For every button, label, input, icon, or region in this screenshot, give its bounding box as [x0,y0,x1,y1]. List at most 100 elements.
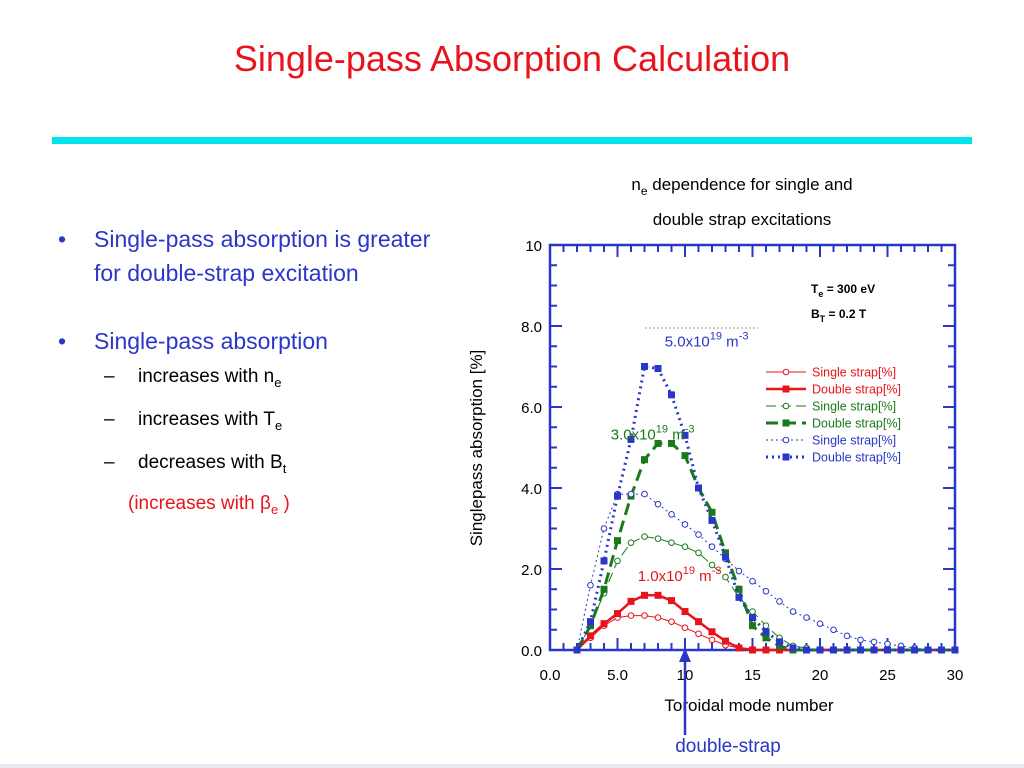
sub-bullet-subscript: e [274,374,282,390]
y-tick-label: 4.0 [521,481,542,498]
legend-swatch-marker [782,368,790,376]
data-point [681,543,689,551]
data-point [708,516,716,524]
double-strap-annotation: double-strap [675,736,781,757]
te-param: Te = 300 eV [811,282,875,299]
params-box: Te = 300 eV BT = 0.2 T [811,282,875,324]
chart-title-rest: dependence for single and [648,175,853,194]
data-point [614,557,621,565]
density-label: 3.0x1019 m-3 [611,423,695,443]
data-point [857,636,864,644]
data-point [708,543,716,551]
density-unit: m [722,333,739,350]
data-point [762,634,770,642]
legend-swatch-marker [782,402,790,410]
legend-swatch-marker [782,453,790,461]
data-point [708,508,716,516]
data-point [911,646,918,654]
data-point [681,431,689,439]
data-point [803,614,810,621]
y-tick-label: 0.0 [521,643,542,660]
y-tick-label: 10 [525,238,542,255]
data-point [641,591,648,599]
legend-label: Single strap[%] [812,366,896,380]
y-axis-label: Singlepass absorption [%] [467,350,486,547]
data-point [668,597,675,605]
legend-swatch-marker [782,436,790,444]
data-point [776,642,783,650]
chart-title-line2: double strap excitations [653,210,832,229]
bullet-marker: • [58,328,67,354]
sub-bullet-text: increases with n [138,366,275,387]
bullet-text: Single-pass absorption is greater for do… [94,226,431,286]
slide-title: Single-pass Absorption Calculation [233,38,791,79]
data-point [695,549,702,557]
chart-legend: Single strap[%] Double strap[%] Single str… [762,362,930,466]
density-exponent: 19 [683,565,695,577]
data-point [627,539,635,546]
data-point [870,638,878,646]
data-point [627,490,635,498]
data-point [681,624,689,632]
sub-bullet-subscript: t [282,460,287,476]
sub-bullet-text: increases with T [138,408,275,430]
data-point [695,618,702,626]
data-point [884,646,891,654]
data-point [938,646,945,654]
data-point [627,435,635,443]
y-tick-label: 6.0 [521,400,542,417]
data-point [600,525,608,532]
data-point [681,452,689,460]
data-point [749,577,756,585]
bt-value: = 0.2 T [825,307,867,321]
data-point [641,456,648,464]
sub-bullet-item: – increases with Te [58,401,458,444]
data-point [897,646,905,654]
data-point [668,618,675,625]
x-tick-label: 25 [879,667,896,684]
x-axis-label: Toroidal mode number [664,696,833,715]
series-group [573,363,959,654]
density-exponent: 19 [710,330,722,342]
double-strap-arrow [679,648,691,735]
legend-swatch-marker [782,385,790,393]
data-point [951,646,959,654]
sub-bullet-dash: – [104,366,115,387]
data-point [695,484,702,492]
data-point [641,490,648,498]
data-point [749,614,756,622]
x-tick-label: 0.0 [540,667,561,684]
data-point [816,646,824,654]
data-point [749,608,756,615]
density-label: 5.0x1019 m-3 [665,330,749,350]
data-point [722,573,729,581]
bullet-marker: • [58,226,67,252]
density-unit: m [668,426,685,443]
data-point [749,646,756,654]
series-6 [573,363,959,654]
data-point [600,620,608,628]
data-point [749,622,756,630]
data-point [884,640,891,648]
x-tick-label: 5.0 [607,667,628,684]
sub-bullet-dash: – [104,408,115,430]
data-point [641,533,648,540]
data-point [614,610,621,618]
data-point [762,628,770,636]
density-unit: m [695,568,712,585]
x-tick-labels: 0.05.01015202530 [540,667,964,684]
data-point [627,612,635,619]
arrow-head [679,648,691,662]
data-point [681,608,689,616]
legend-swatch-marker [782,419,790,427]
data-point [654,500,662,508]
note-suffix: ) [278,493,290,515]
x-tick-label: 15 [744,667,761,684]
data-point [816,620,824,627]
data-point [668,539,675,546]
density-unit-exponent: -3 [712,565,722,577]
data-point [641,612,648,619]
data-point [870,646,878,654]
data-point [654,591,662,599]
data-point [668,391,675,399]
